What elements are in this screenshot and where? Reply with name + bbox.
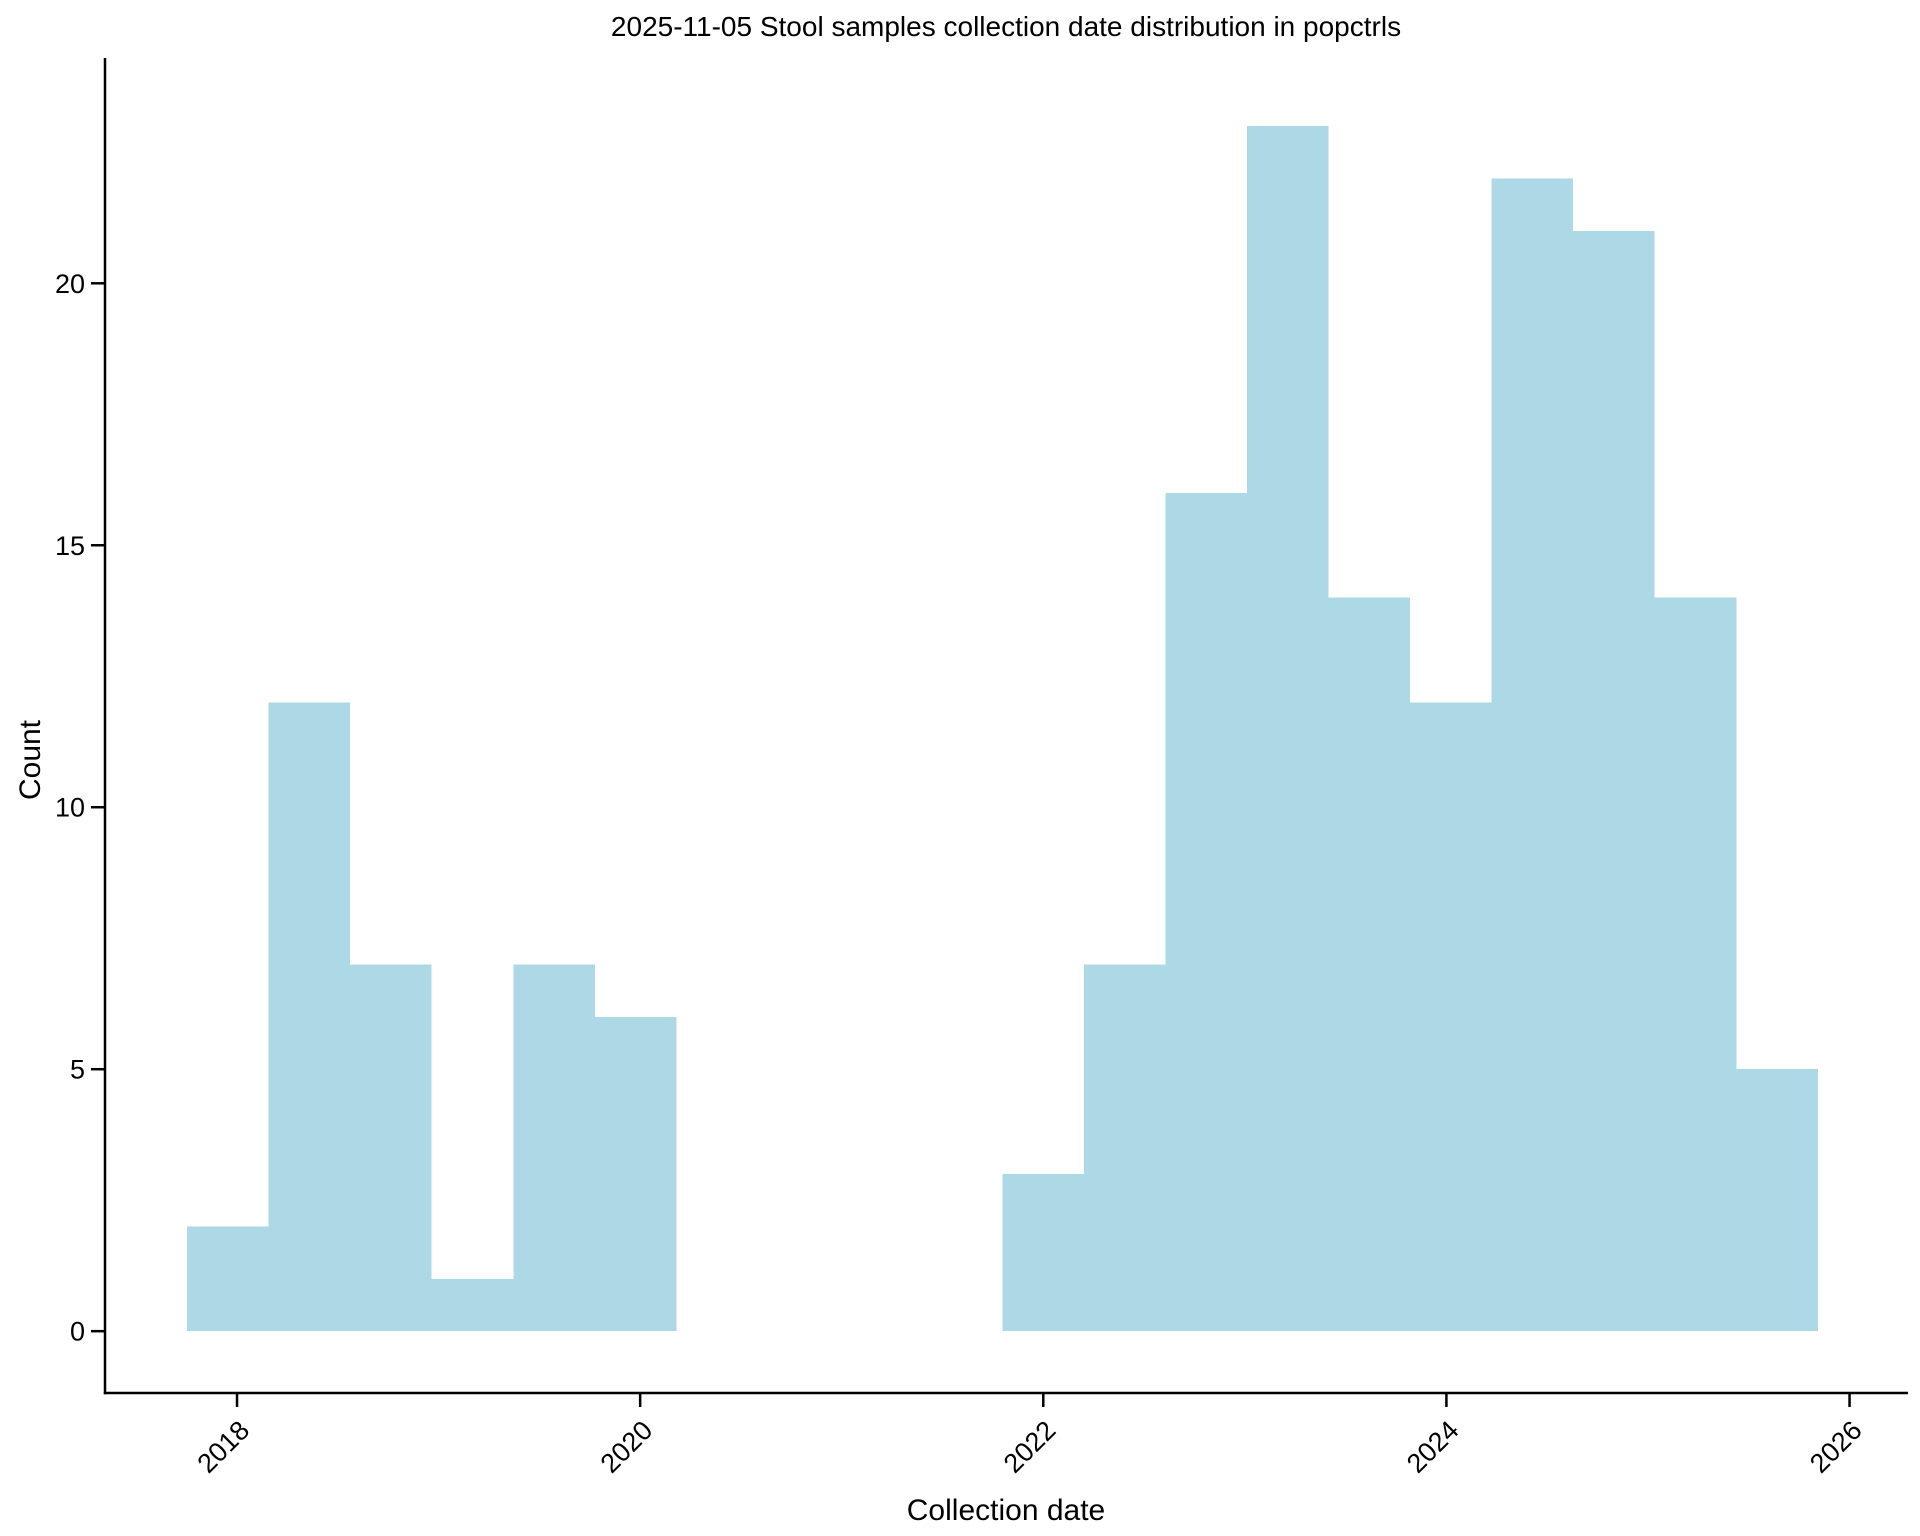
chart-title: 2025-11-05 Stool samples collection date…: [611, 11, 1401, 42]
y-tick-label: 10: [55, 793, 85, 823]
x-tick-label: 2020: [595, 1415, 659, 1479]
x-tick-label: 2024: [1401, 1415, 1465, 1479]
histogram-bar: [1410, 702, 1492, 1332]
x-tick-label: 2022: [998, 1415, 1062, 1479]
histogram-bar: [594, 1016, 677, 1332]
x-tick-label: 2026: [1804, 1415, 1868, 1479]
axes-group: [103, 58, 1908, 1395]
histogram-bar: [187, 1226, 269, 1332]
histogram-bar: [1247, 126, 1329, 1332]
y-tick-label: 20: [55, 269, 85, 299]
histogram-bar: [1002, 1173, 1084, 1332]
histogram-bar: [350, 964, 432, 1332]
histogram-bar: [513, 964, 595, 1332]
y-axis-ticks: 0 5 10 15 20: [55, 269, 105, 1347]
bars-group: [187, 126, 1818, 1332]
histogram-bar: [1491, 178, 1574, 1332]
x-axis-ticks: 2018 2020 2022 2024 2026: [192, 1393, 1868, 1479]
y-tick-label: 15: [55, 531, 85, 561]
x-tick-label: 2018: [192, 1415, 256, 1479]
histogram-bar: [1084, 964, 1166, 1332]
y-tick-label: 0: [70, 1317, 85, 1347]
histogram-bar: [1736, 1069, 1818, 1332]
histogram-bar: [1165, 492, 1248, 1332]
y-axis-title: Count: [14, 719, 47, 800]
y-tick-label: 5: [70, 1055, 85, 1085]
histogram-bar: [1573, 230, 1655, 1332]
histogram-bar: [1654, 597, 1737, 1332]
histogram-bar: [431, 1278, 514, 1332]
x-axis-title: Collection date: [907, 1494, 1105, 1527]
histogram-bar: [268, 702, 351, 1332]
histogram-bar: [1328, 597, 1411, 1332]
